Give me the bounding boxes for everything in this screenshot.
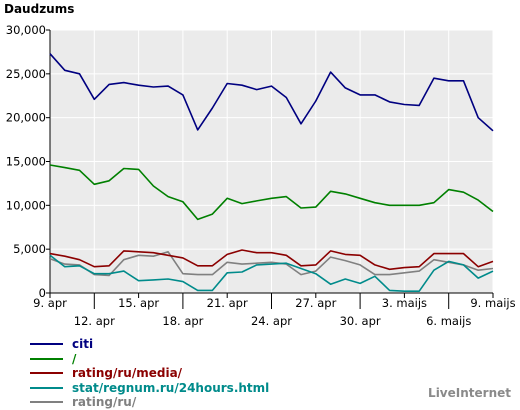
legend-label: stat/regnum.ru/24hours.html bbox=[72, 380, 270, 395]
legend-swatch bbox=[30, 372, 63, 375]
legend-swatch bbox=[30, 343, 63, 346]
legend-label: rating/ru/media/ bbox=[72, 366, 183, 380]
legend-item: citi bbox=[30, 337, 269, 352]
legend-label: citi bbox=[72, 337, 94, 351]
x-tick-label: 9. apr bbox=[33, 296, 67, 310]
legend-swatch bbox=[30, 386, 63, 389]
x-tick-label: 18. apr bbox=[162, 314, 203, 328]
x-tick-label: 24. apr bbox=[251, 314, 292, 328]
series-line-1 bbox=[49, 53, 494, 132]
legend-label: / bbox=[72, 351, 77, 366]
series-line-5 bbox=[49, 251, 494, 277]
x-tick-label: 15. apr bbox=[118, 296, 159, 310]
x-tick-label: 27. apr bbox=[295, 296, 336, 310]
series-line-2 bbox=[49, 164, 494, 221]
series-line-4 bbox=[49, 254, 494, 293]
chart-legend: citi / rating/ru/media/stat/regnum.ru/24ho… bbox=[30, 337, 269, 410]
legend-item: / bbox=[30, 352, 269, 367]
y-tick-label: 0 bbox=[39, 286, 46, 300]
x-tick-label: 21. apr bbox=[207, 296, 248, 310]
x-tick-label: 3. maijs bbox=[382, 296, 427, 310]
legend-swatch bbox=[30, 401, 63, 404]
legend-item: rating/ru/ bbox=[30, 395, 269, 410]
x-tick-label: 6. maijs bbox=[426, 314, 471, 328]
y-tick-label: 5,000 bbox=[13, 242, 46, 256]
legend-swatch bbox=[30, 357, 63, 360]
x-tick-label: 12. apr bbox=[74, 314, 115, 328]
x-tick-label: 9. maijs bbox=[470, 296, 515, 310]
liveinternet-watermark: LiveInternet bbox=[428, 386, 511, 400]
y-tick-label: 20,000 bbox=[6, 111, 46, 125]
chart-title: Daudzums bbox=[4, 2, 75, 16]
y-tick-label: 10,000 bbox=[6, 198, 46, 212]
legend-item: stat/regnum.ru/24hours.html bbox=[30, 381, 269, 396]
x-tick-label: 30. apr bbox=[340, 314, 381, 328]
series-line-3 bbox=[49, 249, 494, 271]
legend-item: rating/ru/media/ bbox=[30, 366, 269, 381]
legend-label: rating/ru/ bbox=[72, 395, 137, 409]
y-tick-label: 30,000 bbox=[6, 23, 46, 37]
y-tick-label: 25,000 bbox=[6, 67, 46, 81]
y-tick-label: 15,000 bbox=[6, 155, 46, 169]
